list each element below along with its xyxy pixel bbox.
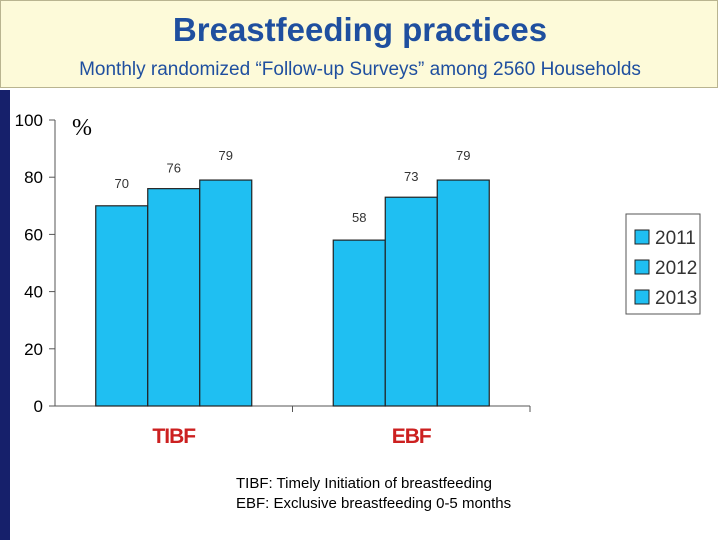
data-label: 58 [352, 210, 366, 225]
y-tick-label: 80 [24, 168, 43, 187]
bar-ebf-2013 [436, 179, 490, 407]
bar-tibf-2013 [199, 179, 253, 407]
data-label: 73 [404, 169, 418, 184]
legend-swatch [634, 259, 650, 275]
y-tick-label: 0 [34, 397, 43, 416]
bar-ebf-2011 [332, 239, 386, 407]
y-axis-label: % [72, 115, 92, 141]
y-tick-label: 100 [15, 111, 43, 130]
left-accent-bar [0, 90, 10, 540]
legend-label-2013: 2013 [655, 288, 697, 309]
y-tick-label: 20 [24, 340, 43, 359]
legend-label-2012: 2012 [655, 258, 697, 279]
page-title: Breastfeeding practices [172, 11, 548, 48]
bar-tibf-2011 [95, 205, 149, 407]
y-tick-label: 40 [24, 283, 43, 302]
category-label-tibf: TIBF [152, 425, 196, 448]
x-axis: TIBF EBF [55, 405, 531, 448]
header: Breastfeeding practices Monthly randomiz… [0, 0, 718, 88]
footnote-line-tibf: TIBF: Timely Initiation of breastfeeding [236, 475, 492, 492]
footnote-line-ebf: EBF: Exclusive breastfeeding 0-5 months [236, 495, 512, 512]
data-label: 76 [167, 161, 181, 176]
legend-label-2011: 2011 [655, 228, 696, 249]
legend-swatch [634, 229, 650, 245]
y-tick-label: 60 [24, 225, 43, 244]
y-axis: 0 20 40 60 80 100 [15, 111, 56, 416]
data-label: 79 [456, 148, 470, 163]
footnote: TIBF: Timely Initiation of breastfeeding… [236, 474, 511, 514]
page-subtitle: Monthly randomized “Follow-up Surveys” a… [79, 59, 641, 80]
category-label-ebf: EBF [392, 425, 432, 448]
data-label: 70 [115, 176, 129, 191]
legend-swatch [634, 289, 650, 305]
legend: 2011 2012 2013 [625, 213, 701, 315]
bar-tibf-2012 [147, 188, 201, 407]
bar-ebf-2012 [384, 196, 438, 407]
bars-group: 70 76 79 58 73 79 [95, 148, 490, 407]
data-label: 79 [219, 148, 233, 163]
